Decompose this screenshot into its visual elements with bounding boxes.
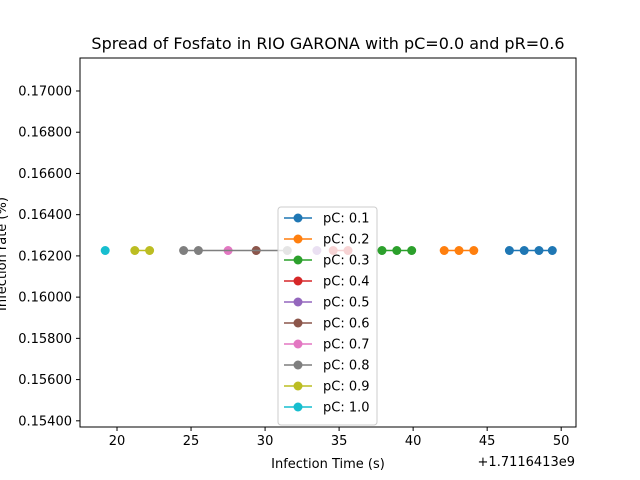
series-2 — [439, 246, 479, 255]
data-point — [407, 246, 417, 255]
legend-marker — [293, 318, 303, 328]
legend-marker — [293, 402, 303, 412]
legend-marker — [293, 360, 303, 370]
legend-item: pC: 0.7 — [284, 338, 370, 353]
x-axis-offset-label: +1.7116413e9 — [478, 455, 575, 470]
y-tick-label: 0.17000 — [18, 84, 72, 99]
x-tick-label: 40 — [405, 434, 422, 449]
data-point — [534, 246, 544, 255]
legend-marker — [293, 255, 303, 265]
x-tick-label: 35 — [331, 434, 348, 449]
legend-label: pC: 0.9 — [323, 380, 370, 395]
legend-item: pC: 0.8 — [284, 359, 370, 374]
legend-label: pC: 0.6 — [323, 317, 370, 332]
legend-item: pC: 0.9 — [284, 380, 370, 395]
legend-item: pC: 0.2 — [284, 233, 370, 248]
x-tick-label: 25 — [183, 434, 200, 449]
data-point — [377, 246, 387, 255]
legend-label: pC: 0.4 — [323, 275, 370, 290]
data-point — [454, 246, 464, 255]
legend-label: pC: 1.0 — [323, 401, 370, 416]
data-point — [145, 246, 155, 255]
legend-marker — [293, 234, 303, 244]
y-tick-label: 0.15600 — [18, 373, 72, 388]
y-tick-label: 0.15400 — [18, 414, 72, 429]
legend-marker — [293, 297, 303, 307]
plot-frame — [79, 57, 577, 428]
legend-marker — [293, 381, 303, 391]
x-tick-label: 45 — [479, 434, 496, 449]
y-tick-label: 0.16200 — [18, 249, 72, 264]
y-tick-label: 0.16400 — [18, 208, 72, 223]
data-point — [130, 246, 140, 255]
data-point — [392, 246, 402, 255]
data-point — [100, 246, 110, 255]
legend-item: pC: 0.5 — [284, 296, 370, 311]
x-axis-label: Infection Time (s) — [271, 457, 385, 472]
x-axis: 20 25 30 35 40 45 50 — [109, 427, 570, 449]
data-point — [519, 246, 529, 255]
x-tick-label: 20 — [109, 434, 126, 449]
legend-marker — [293, 276, 303, 286]
legend-item: pC: 0.3 — [284, 254, 370, 269]
y-axis: 0.15400 0.15600 0.15800 0.16000 0.16200 0.164… — [18, 84, 80, 429]
y-tick-label: 0.16800 — [18, 126, 72, 141]
x-tick-label: 30 — [257, 434, 274, 449]
legend-label: pC: 0.7 — [323, 338, 370, 353]
legend-marker — [293, 213, 303, 223]
data-point — [193, 246, 203, 255]
legend-label: pC: 0.3 — [323, 254, 370, 269]
legend-label: pC: 0.8 — [323, 359, 370, 374]
legend-label: pC: 0.2 — [323, 233, 370, 248]
chart-title: Spread of Fosfato in RIO GARONA with pC=… — [91, 34, 564, 53]
data-point — [469, 246, 479, 255]
y-tick-label: 0.15800 — [18, 332, 72, 347]
data-point — [179, 246, 189, 255]
legend: pC: 0.1 pC: 0.2 pC: 0.3 pC: 0.4 pC: 0.5 pC: 0… — [277, 206, 378, 426]
series-10 — [100, 246, 110, 255]
legend-item: pC: 0.6 — [284, 317, 370, 332]
data-point — [547, 246, 557, 255]
series-9 — [130, 246, 155, 255]
legend-box — [277, 206, 378, 426]
y-tick-label: 0.16600 — [18, 167, 72, 182]
legend-item: pC: 0.1 — [284, 212, 370, 227]
series-3 — [377, 246, 417, 255]
series-1 — [504, 246, 557, 255]
legend-label: pC: 0.1 — [323, 212, 370, 227]
y-axis-label: Infection rate (%) — [0, 197, 10, 311]
legend-item: pC: 1.0 — [284, 401, 370, 416]
legend-marker — [293, 339, 303, 349]
y-tick-label: 0.16000 — [18, 291, 72, 306]
legend-label: pC: 0.5 — [323, 296, 370, 311]
data-point — [504, 246, 514, 255]
x-tick-label: 50 — [553, 434, 570, 449]
data-point — [439, 246, 449, 255]
legend-item: pC: 0.4 — [284, 275, 370, 290]
